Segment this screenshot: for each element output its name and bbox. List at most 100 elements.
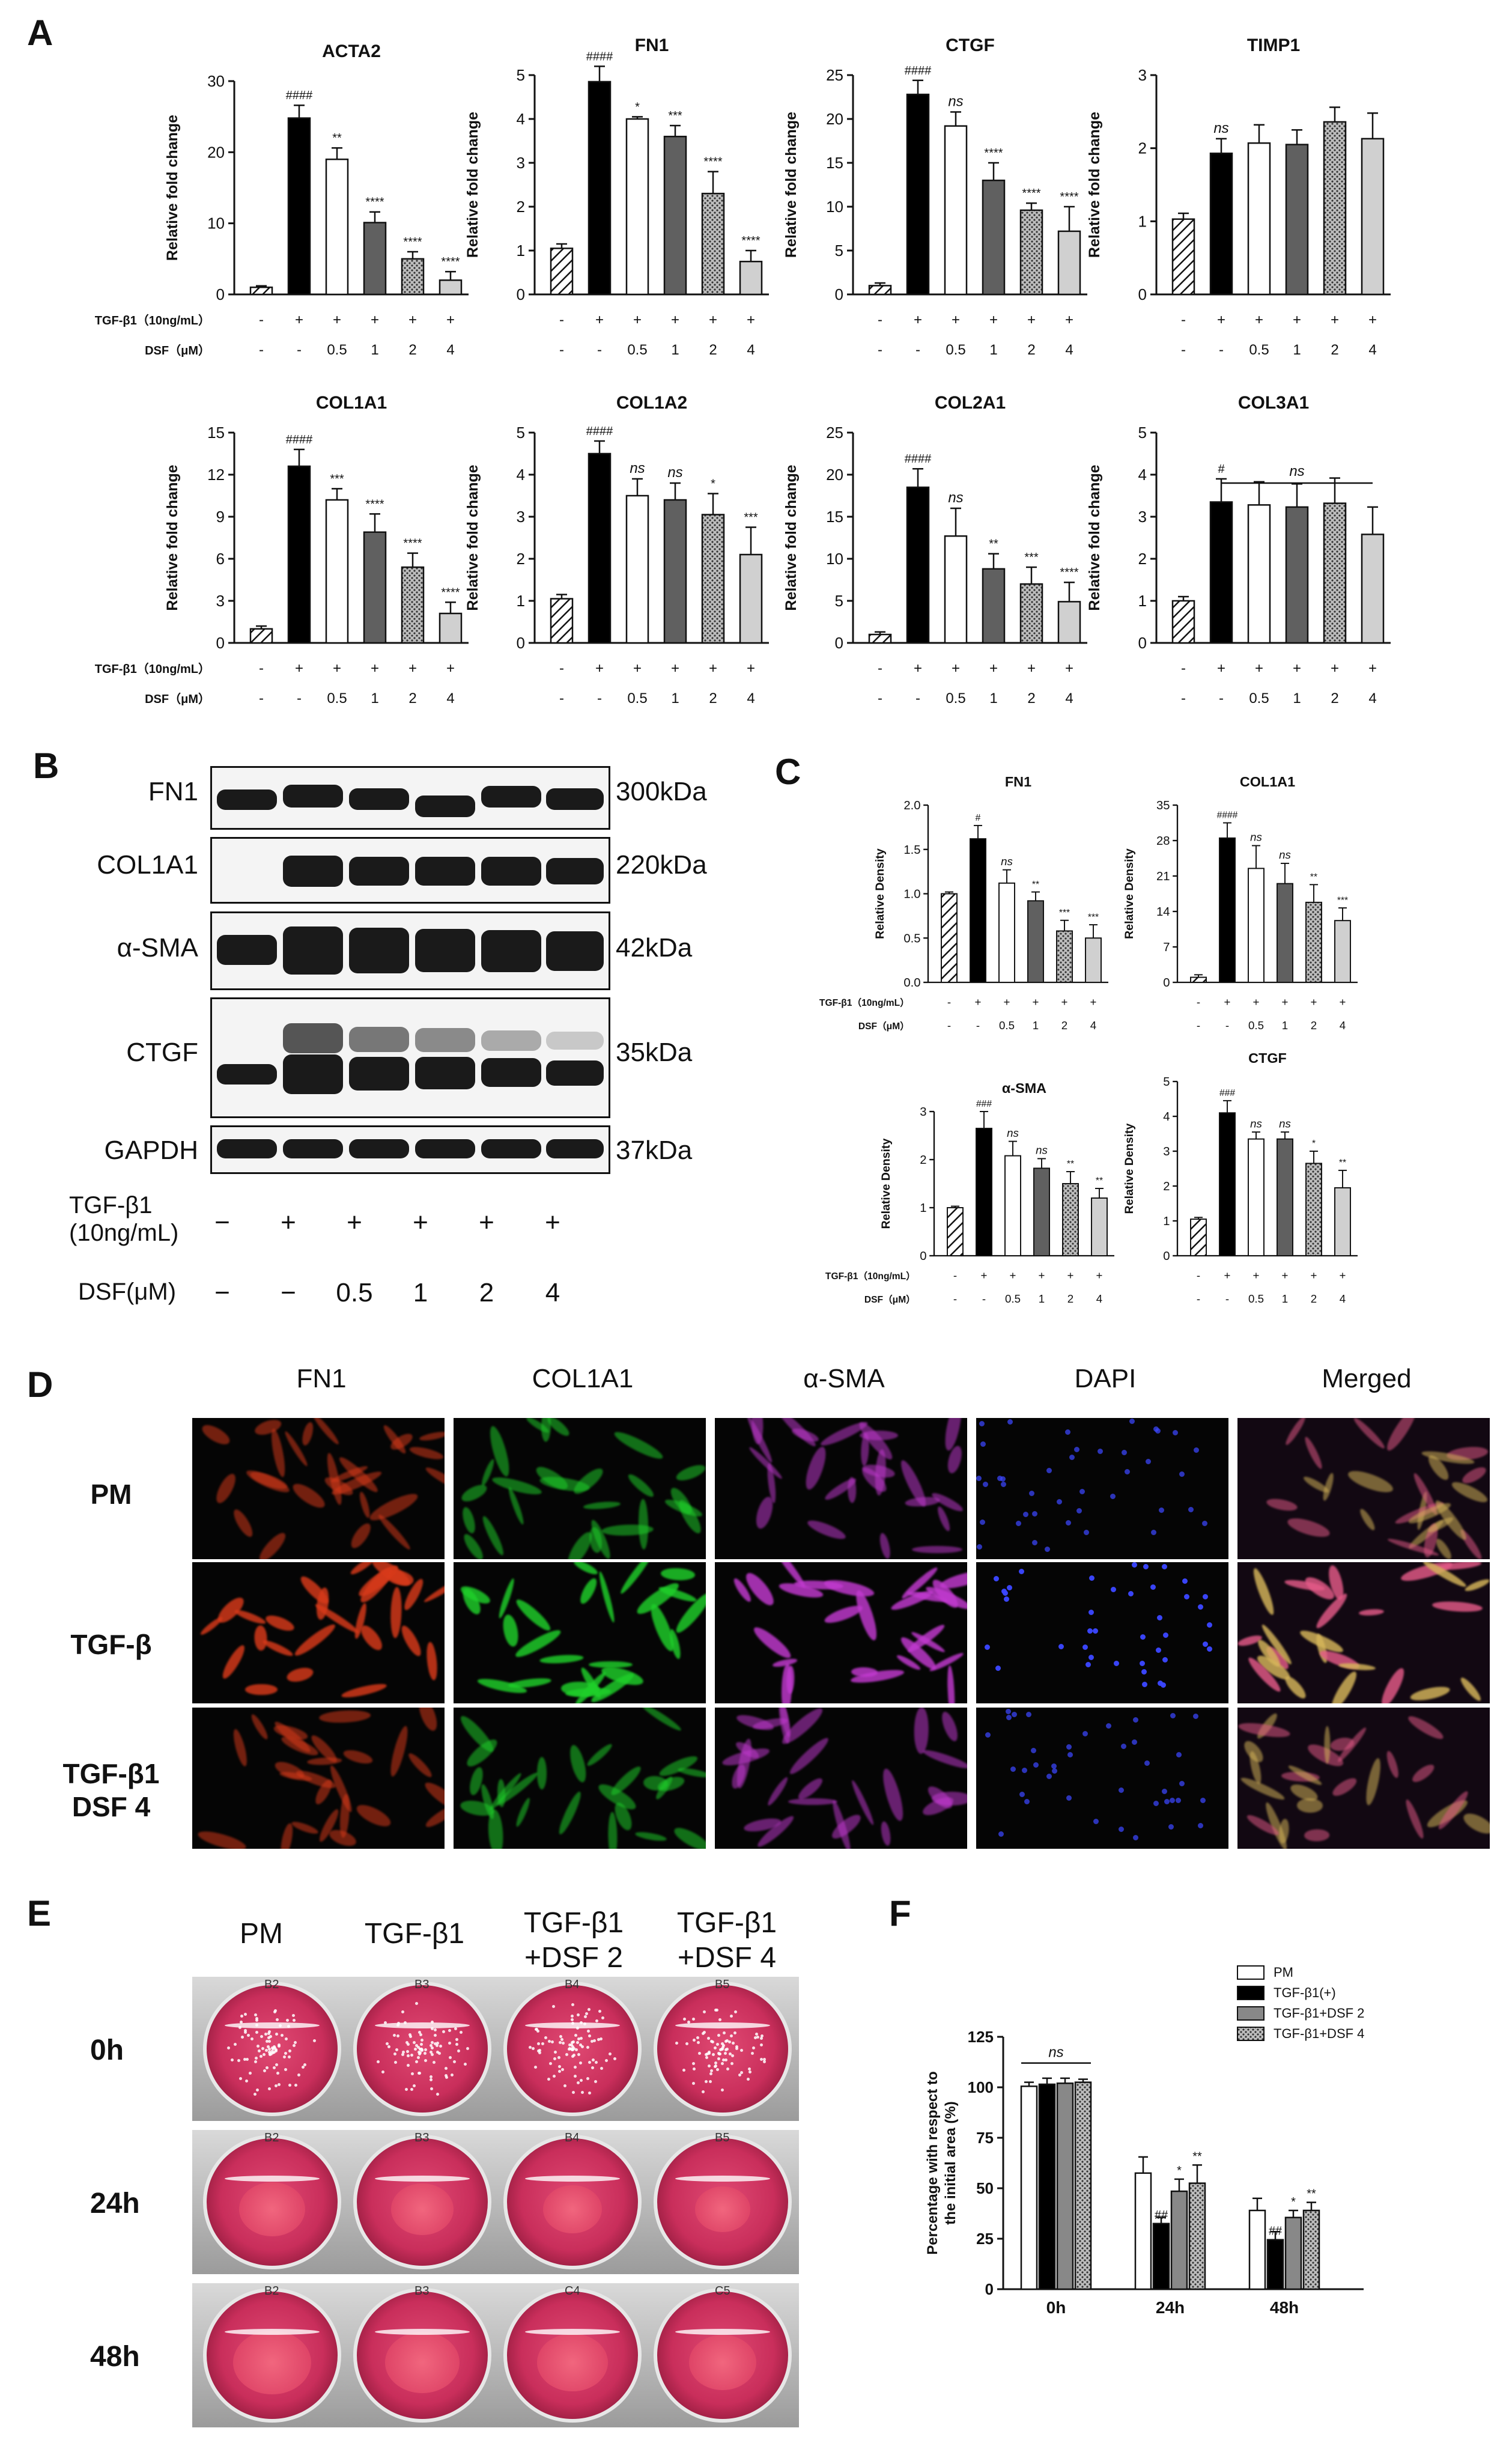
cell (219, 1642, 248, 1681)
tgf-row-value: + (1253, 996, 1260, 1008)
dsf-row-value: 4 (1368, 690, 1376, 707)
if-image-tile (715, 1708, 967, 1849)
y-tick-label: 125 (968, 2028, 994, 2046)
cell (424, 1464, 445, 1494)
cell (1410, 1762, 1437, 1785)
cell-dot (579, 2079, 583, 2082)
if-image-tile (976, 1708, 1228, 1849)
cell-dot (395, 2048, 399, 2051)
cell (254, 1625, 268, 1651)
significance-label: **** (365, 196, 384, 209)
cell-dot (557, 2056, 561, 2060)
y-tick-label: 25 (826, 66, 843, 84)
tgf-row-value: + (408, 312, 417, 328)
cell-dot (430, 2051, 433, 2054)
y-axis-label: Relative fold change (164, 464, 181, 610)
cell-dot (401, 2051, 405, 2054)
cell (1432, 1600, 1483, 1613)
x-tick-label: 48h (1270, 2298, 1299, 2317)
y-tick-label: 28 (1156, 835, 1170, 848)
cell (290, 1819, 320, 1836)
tgf-row-value: + (333, 660, 341, 677)
tgf-row-value: + (1331, 312, 1339, 328)
bar (1247, 504, 1271, 644)
cell-dot (265, 2066, 269, 2070)
cell-dot (683, 2018, 687, 2021)
cell-dot (535, 2027, 538, 2031)
panel-f-chart: 0 25 50 75 100 125 Percentage with respect to t… (925, 1965, 1364, 2317)
cell-dot (709, 2072, 712, 2075)
significance-label: * (1291, 2195, 1296, 2209)
significance-label: ns (1279, 1117, 1291, 1130)
legend-swatch (1237, 1986, 1265, 2000)
tgf-row-value: + (1010, 1269, 1016, 1282)
cell-dot (715, 2042, 719, 2046)
well-reflection (225, 2022, 320, 2028)
tgf-row-value: + (1033, 996, 1039, 1008)
cell-dot (457, 2049, 460, 2053)
if-image-tile (454, 1418, 706, 1559)
nucleus (1144, 1760, 1150, 1766)
nucleus (1074, 1447, 1079, 1452)
nucleus (1076, 1508, 1082, 1514)
cell-dot (591, 2066, 595, 2069)
bar (1302, 2209, 1320, 2290)
tgf-row-value: + (975, 996, 982, 1008)
chart-title: FN1 (635, 36, 669, 55)
y-axis-label: Relative fold change (464, 112, 481, 258)
cell-dot (747, 2067, 751, 2070)
bar (1190, 976, 1207, 983)
cell (914, 1708, 929, 1754)
nucleus (1158, 1681, 1163, 1686)
dsf-row-value: 0.5 (1005, 1292, 1021, 1305)
nucleus (1085, 1662, 1091, 1667)
y-tick-label: 15 (826, 508, 843, 526)
cell-dot (238, 2026, 241, 2030)
cell (422, 1572, 445, 1605)
tgf-row-value: + (952, 312, 960, 328)
panel-letter-f: F (889, 1893, 911, 1933)
cell-dot (407, 2054, 410, 2057)
cell-dot (377, 2060, 380, 2063)
dsf-row-value: 2 (408, 342, 416, 358)
bar (739, 261, 763, 296)
dsf-row-value: - (297, 690, 302, 707)
cell-dot (245, 2057, 249, 2061)
cell-dot (270, 2052, 273, 2056)
cell-dot (405, 2050, 409, 2054)
bar (1062, 1183, 1079, 1256)
bar (663, 135, 687, 296)
cell-dot (278, 2043, 281, 2047)
cell-dot (587, 2060, 591, 2064)
cell-dot (581, 2090, 584, 2094)
cell-dot (756, 2036, 759, 2039)
cell (1239, 1774, 1287, 1803)
tgf-row-value: - (259, 312, 264, 328)
cell-dot (275, 2018, 279, 2021)
y-tick-label: 0.5 (903, 932, 920, 945)
cell (213, 1471, 240, 1506)
cell-dot (600, 2066, 604, 2070)
cell (765, 1775, 790, 1807)
cell-dot (544, 2036, 547, 2040)
well-reflection (525, 2022, 620, 2028)
dsf-row-value: 0.5 (627, 690, 647, 707)
cell-dot (722, 2043, 726, 2047)
culture-well (203, 1982, 341, 2116)
if-col-merged: Merged (1322, 1364, 1412, 1393)
cell-dot (288, 2049, 291, 2053)
cell-dot (735, 2047, 738, 2051)
chart-c-asma: 0 1 2 3 α-SMA Relative Density ### ns ns ** ** TGF-… (825, 1080, 1114, 1305)
cell (879, 1821, 893, 1847)
cell (423, 1802, 445, 1831)
cell-dot (275, 2084, 278, 2088)
cell (801, 1444, 830, 1492)
cell (878, 1532, 893, 1559)
e-col-tgf: TGF-β1 (364, 1918, 465, 1950)
cell-dot (562, 2041, 565, 2045)
tgf-row-value: - (559, 660, 564, 677)
nucleus (1088, 1655, 1094, 1660)
cell-dot (271, 2047, 275, 2051)
nucleus (1052, 1768, 1057, 1774)
